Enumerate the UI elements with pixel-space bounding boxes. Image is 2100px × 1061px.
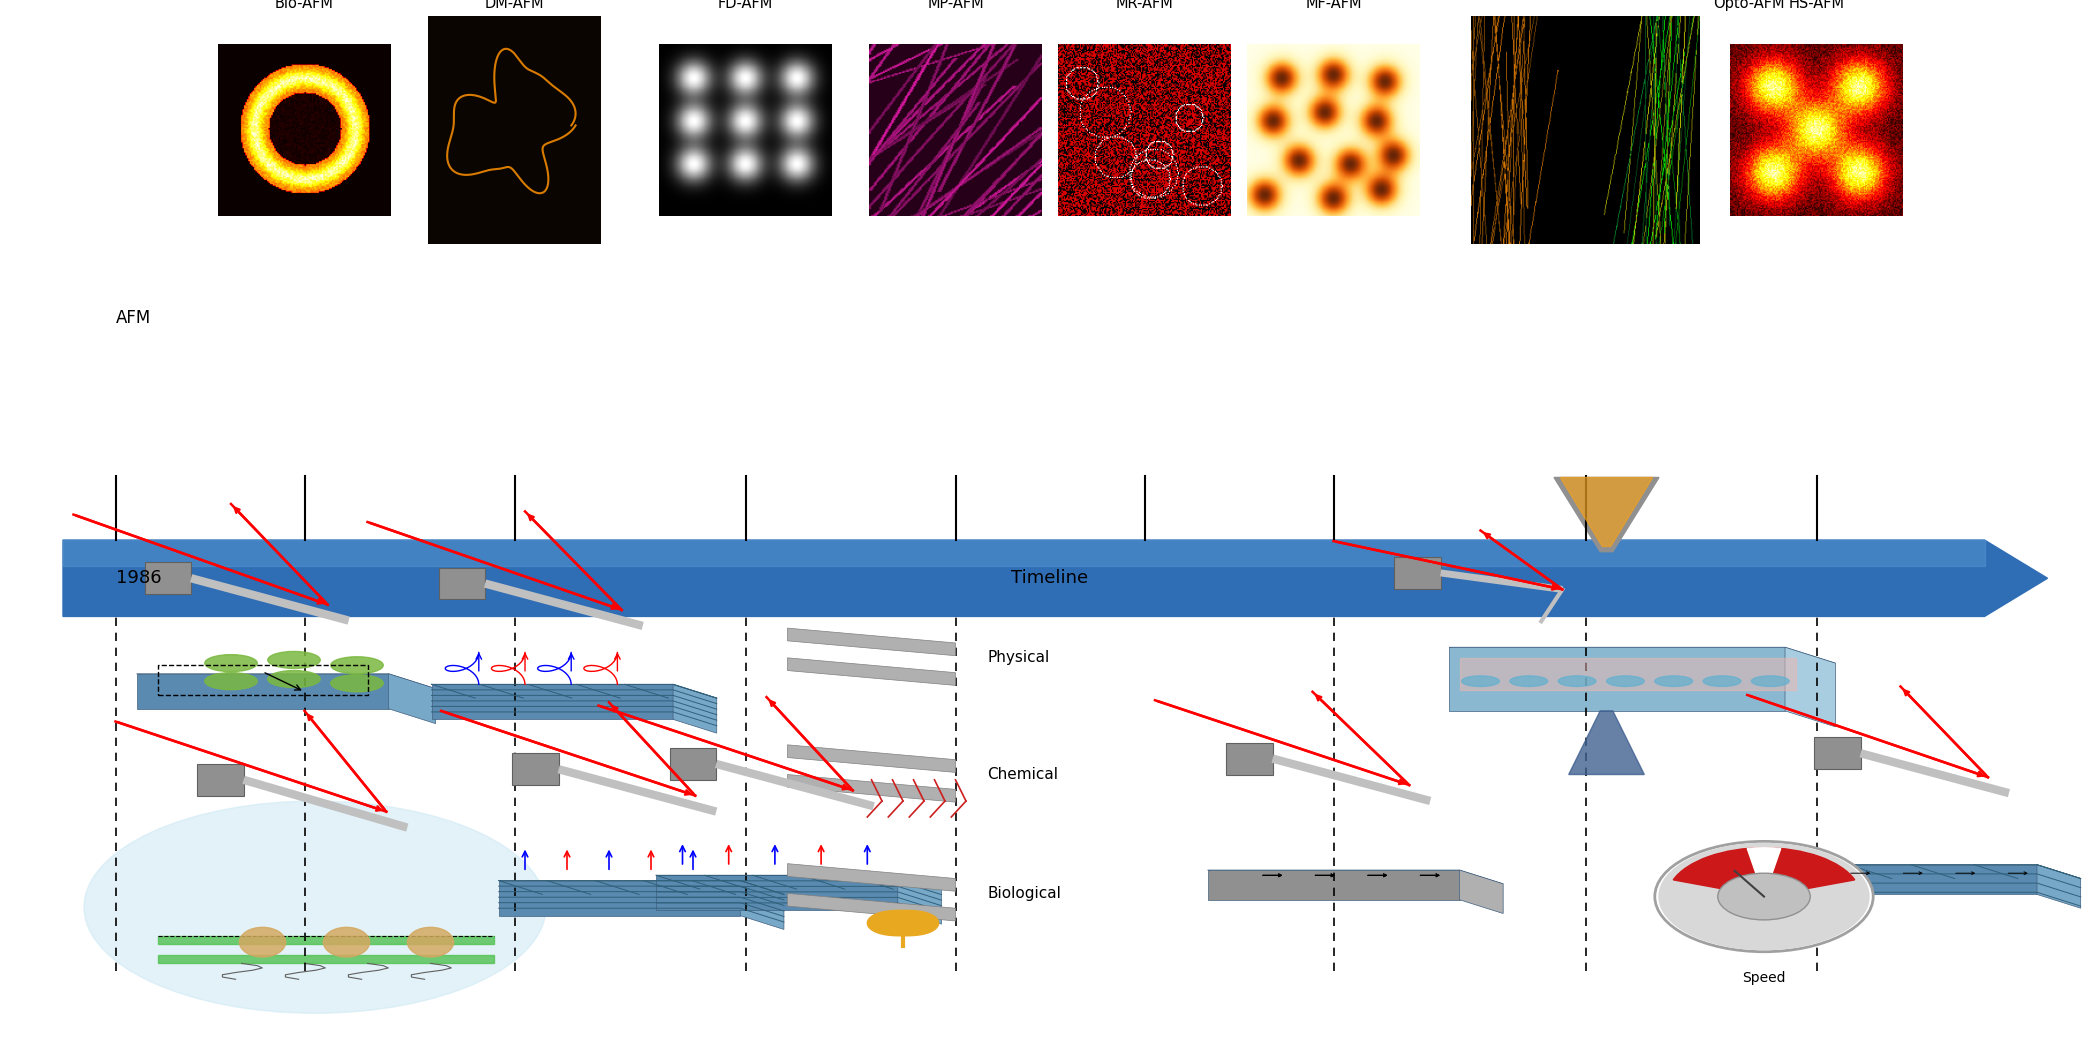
Polygon shape [1208, 870, 1504, 884]
Polygon shape [158, 936, 493, 944]
Text: 1986: 1986 [116, 570, 162, 587]
Text: Physical: Physical [987, 650, 1050, 665]
Polygon shape [136, 674, 388, 709]
Polygon shape [899, 875, 941, 924]
Ellipse shape [1462, 676, 1499, 686]
Polygon shape [388, 674, 435, 724]
Ellipse shape [1558, 676, 1596, 686]
Polygon shape [158, 955, 493, 963]
Ellipse shape [332, 675, 382, 692]
Polygon shape [1449, 647, 1835, 663]
Wedge shape [1747, 848, 1781, 897]
Text: Chemical: Chemical [987, 767, 1058, 782]
Ellipse shape [84, 801, 546, 1013]
Polygon shape [433, 684, 672, 719]
Polygon shape [1560, 477, 1653, 546]
Polygon shape [788, 745, 956, 772]
Ellipse shape [1655, 676, 1693, 686]
Polygon shape [739, 881, 783, 929]
Ellipse shape [269, 651, 319, 668]
Text: FD-AFM: FD-AFM [718, 0, 773, 11]
Polygon shape [500, 881, 739, 916]
Text: DM-AFM: DM-AFM [485, 0, 544, 11]
Polygon shape [1449, 647, 1785, 711]
Polygon shape [1554, 477, 1659, 552]
Wedge shape [1674, 848, 1854, 897]
Polygon shape [788, 628, 956, 656]
Polygon shape [433, 684, 716, 698]
Text: Opto-AFM: Opto-AFM [1714, 0, 1785, 11]
Polygon shape [1785, 647, 1835, 727]
Polygon shape [136, 674, 435, 689]
Ellipse shape [332, 657, 382, 674]
Ellipse shape [1703, 676, 1741, 686]
Circle shape [1655, 841, 1873, 952]
Polygon shape [788, 864, 956, 891]
Polygon shape [145, 562, 191, 594]
Polygon shape [2037, 865, 2081, 908]
Polygon shape [1460, 658, 1796, 690]
Text: MF-AFM: MF-AFM [1306, 0, 1361, 11]
Circle shape [1718, 873, 1810, 920]
Ellipse shape [206, 673, 256, 690]
Ellipse shape [269, 671, 319, 688]
Text: AFM: AFM [116, 310, 151, 327]
Polygon shape [500, 881, 783, 894]
Ellipse shape [1510, 676, 1548, 686]
Polygon shape [197, 764, 244, 796]
Polygon shape [670, 748, 716, 780]
Polygon shape [1785, 865, 2081, 879]
Text: Speed: Speed [1743, 971, 1785, 985]
Polygon shape [1226, 743, 1273, 775]
Text: MP-AFM: MP-AFM [928, 0, 983, 11]
Polygon shape [1394, 557, 1441, 589]
Polygon shape [1460, 870, 1504, 914]
Text: Biological: Biological [987, 886, 1060, 901]
Polygon shape [63, 540, 1984, 566]
Polygon shape [788, 893, 956, 921]
Ellipse shape [1751, 676, 1789, 686]
Text: Bio-AFM: Bio-AFM [275, 0, 334, 11]
Polygon shape [1814, 737, 1861, 769]
Ellipse shape [206, 655, 256, 672]
Ellipse shape [323, 927, 370, 957]
Polygon shape [672, 684, 716, 733]
Polygon shape [1785, 865, 2037, 894]
Ellipse shape [239, 927, 286, 957]
Polygon shape [788, 775, 956, 802]
Text: HS-AFM: HS-AFM [1789, 0, 1844, 11]
Polygon shape [655, 875, 899, 910]
Polygon shape [1208, 870, 1460, 900]
Circle shape [1659, 843, 1869, 950]
Polygon shape [867, 910, 939, 936]
Polygon shape [439, 568, 485, 599]
Polygon shape [655, 875, 941, 889]
Text: Timeline: Timeline [1012, 570, 1088, 587]
Ellipse shape [407, 927, 454, 957]
Polygon shape [63, 540, 2048, 616]
Ellipse shape [1606, 676, 1644, 686]
Text: MR-AFM: MR-AFM [1115, 0, 1174, 11]
Polygon shape [512, 753, 559, 785]
Polygon shape [788, 658, 956, 685]
Polygon shape [1569, 711, 1644, 775]
